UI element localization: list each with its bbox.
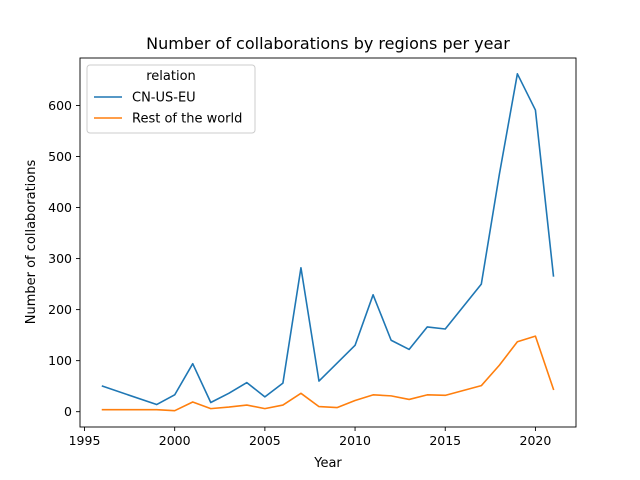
x-tick-label: 2020 (520, 433, 552, 448)
y-tick-label: 100 (48, 353, 72, 368)
y-tick-label: 300 (48, 251, 72, 266)
x-tick-label: 2010 (339, 433, 371, 448)
plot-area (79, 57, 577, 428)
x-axis: 1995 2000 2005 2010 2015 2020 (69, 427, 552, 448)
x-tick-label: 2015 (429, 433, 461, 448)
y-tick-label: 0 (64, 404, 72, 419)
y-tick-label: 500 (48, 149, 72, 164)
y-tick-label: 200 (48, 302, 72, 317)
series-line-1 (101, 335, 555, 412)
x-tick-label: 2005 (249, 433, 281, 448)
x-tick-label: 2000 (159, 433, 191, 448)
y-tick-label: 400 (48, 200, 72, 215)
legend: relation CN-US-EU Rest of the world (86, 64, 256, 134)
plot-frame (79, 57, 577, 428)
chart-title: Number of collaborations by regions per … (146, 34, 510, 53)
y-axis-label: Number of collaborations (24, 160, 39, 325)
legend-label-1: Rest of the world (132, 112, 242, 127)
y-tick-label: 600 (48, 98, 72, 113)
legend-box (86, 64, 256, 134)
legend-label-0: CN-US-EU (132, 91, 196, 106)
x-tick-label: 1995 (69, 433, 101, 448)
y-axis: 0 100 200 300 400 500 600 (48, 98, 80, 419)
x-axis-label: Year (313, 456, 342, 471)
series-line-0 (101, 73, 555, 406)
legend-title: relation (146, 69, 196, 84)
